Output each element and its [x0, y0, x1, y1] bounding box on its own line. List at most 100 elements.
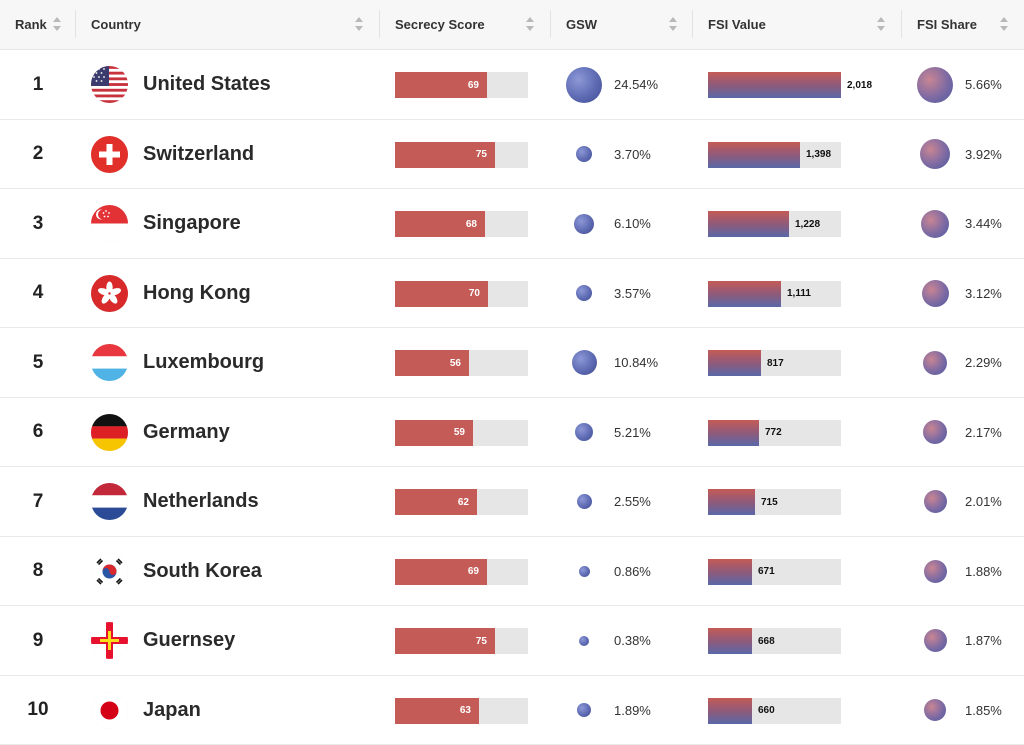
fsi-value: 817 — [761, 350, 784, 376]
column-header-country[interactable]: Country — [91, 0, 141, 49]
country-flag-icon — [91, 553, 128, 590]
country-flag-icon — [91, 692, 128, 729]
secrecy-score-value: 59 — [454, 420, 465, 446]
fsi-value: 671 — [752, 559, 775, 585]
fsi-value: 2,018 — [841, 72, 872, 98]
fsi-share-globe-icon — [921, 210, 949, 238]
rank-value: 5 — [18, 328, 58, 397]
country-name[interactable]: Hong Kong — [143, 259, 251, 328]
fsi-value-bar — [708, 420, 759, 446]
secrecy-score-track: 63 — [395, 698, 528, 724]
gsw-percent: 3.57% — [614, 259, 651, 328]
sort-icon[interactable] — [1000, 17, 1008, 31]
fsi-value-track: 1,228 — [708, 211, 841, 237]
fsi-value-track: 2,018 — [708, 72, 841, 98]
column-header-gsw[interactable]: GSW — [566, 0, 597, 49]
country-flag-icon — [91, 136, 128, 173]
table-row[interactable]: 8 South Korea 69 0.86% 671 1.88% — [0, 537, 1024, 607]
column-header-secrecy-score[interactable]: Secrecy Score — [395, 0, 485, 49]
rank-value: 3 — [18, 189, 58, 258]
column-header-fsi-value[interactable]: FSI Value — [708, 0, 766, 49]
country-name[interactable]: Germany — [143, 398, 230, 467]
country-name[interactable]: Netherlands — [143, 467, 259, 536]
fsi-share-percent: 2.29% — [965, 328, 1002, 397]
sort-icon[interactable] — [355, 17, 363, 31]
fsi-value-bar — [708, 628, 752, 654]
rank-value: 9 — [18, 606, 58, 675]
country-name[interactable]: Luxembourg — [143, 328, 264, 397]
column-header-fsi-share[interactable]: FSI Share — [917, 0, 977, 49]
country-name[interactable]: Japan — [143, 676, 201, 745]
fsi-value-track: 671 — [708, 559, 841, 585]
fsi-value: 715 — [755, 489, 778, 515]
fsi-value: 1,398 — [800, 142, 831, 168]
gsw-percent: 0.38% — [614, 606, 651, 675]
country-name[interactable]: United States — [143, 50, 271, 119]
secrecy-score-value: 69 — [468, 72, 479, 98]
column-header-country-label: Country — [91, 17, 141, 32]
country-flag-icon — [91, 344, 128, 381]
column-header-secrecy-score-label: Secrecy Score — [395, 17, 485, 32]
secrecy-score-value: 56 — [450, 350, 461, 376]
rank-value: 8 — [18, 537, 58, 606]
gsw-globe-icon — [575, 423, 593, 441]
sort-icon[interactable] — [526, 17, 534, 31]
secrecy-score-bar: 59 — [395, 420, 473, 446]
gsw-percent: 0.86% — [614, 537, 651, 606]
fsi-share-globe-icon — [924, 490, 947, 513]
fsi-value-bar — [708, 489, 755, 515]
fsi-value: 660 — [752, 698, 775, 724]
gsw-globe-icon — [572, 350, 597, 375]
secrecy-score-track: 56 — [395, 350, 528, 376]
rank-value: 6 — [18, 398, 58, 467]
secrecy-score-track: 59 — [395, 420, 528, 446]
fsi-share-globe-icon — [924, 699, 946, 721]
gsw-globe-icon — [579, 636, 589, 646]
secrecy-score-bar: 63 — [395, 698, 479, 724]
fsi-value-bar — [708, 211, 789, 237]
secrecy-score-bar: 56 — [395, 350, 469, 376]
sort-icon[interactable] — [669, 17, 677, 31]
fsi-value-track: 668 — [708, 628, 841, 654]
sort-icon[interactable] — [53, 17, 61, 31]
fsi-share-percent: 3.44% — [965, 189, 1002, 258]
country-flag-icon — [91, 483, 128, 520]
gsw-percent: 24.54% — [614, 50, 658, 119]
fsi-share-percent: 1.85% — [965, 676, 1002, 745]
fsi-value: 1,228 — [789, 211, 820, 237]
fsi-share-percent: 2.01% — [965, 467, 1002, 536]
secrecy-score-bar: 69 — [395, 559, 487, 585]
fsi-share-percent: 3.92% — [965, 120, 1002, 189]
sort-icon[interactable] — [877, 17, 885, 31]
secrecy-score-value: 63 — [460, 698, 471, 724]
country-name[interactable]: Guernsey — [143, 606, 235, 675]
table-row[interactable]: 5 Luxembourg 56 10.84% 817 2.29% — [0, 328, 1024, 398]
gsw-globe-icon — [577, 703, 591, 717]
secrecy-score-bar: 68 — [395, 211, 485, 237]
fsi-value-track: 1,398 — [708, 142, 841, 168]
country-name[interactable]: Switzerland — [143, 120, 254, 189]
fsi-value-track: 1,111 — [708, 281, 841, 307]
fsi-share-percent: 2.17% — [965, 398, 1002, 467]
country-flag-icon — [91, 414, 128, 451]
gsw-percent: 5.21% — [614, 398, 651, 467]
gsw-percent: 10.84% — [614, 328, 658, 397]
fsi-share-percent: 1.88% — [965, 537, 1002, 606]
fsi-share-globe-icon — [923, 351, 947, 375]
rank-value: 4 — [18, 259, 58, 328]
gsw-globe-icon — [576, 146, 592, 162]
column-header-rank[interactable]: Rank — [15, 0, 47, 49]
country-name[interactable]: South Korea — [143, 537, 262, 606]
gsw-globe-icon — [577, 494, 592, 509]
country-name[interactable]: Singapore — [143, 189, 241, 258]
column-divider — [692, 10, 693, 38]
